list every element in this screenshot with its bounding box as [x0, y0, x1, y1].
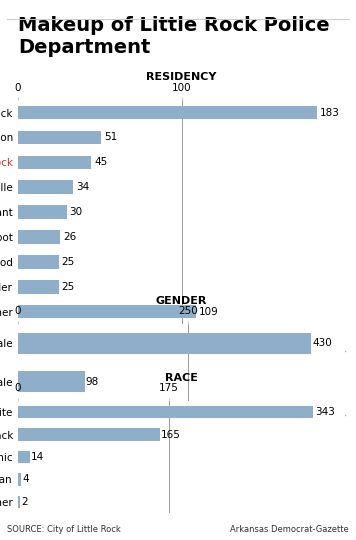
Bar	[18, 305, 196, 319]
Text: Total: 528: Total: 528	[151, 342, 213, 352]
Title: GENDER: GENDER	[156, 296, 207, 306]
Text: 34: 34	[76, 182, 89, 192]
Text: Arkansas Democrat-Gazette: Arkansas Democrat-Gazette	[230, 524, 349, 534]
Text: 165: 165	[161, 430, 181, 440]
Text: 109: 109	[199, 307, 219, 316]
Text: 430: 430	[312, 339, 332, 348]
Text: Makeup of Little Rock Police
Department: Makeup of Little Rock Police Department	[18, 16, 329, 57]
Text: 343: 343	[315, 407, 335, 417]
Text: 45: 45	[94, 157, 107, 167]
Bar	[18, 205, 67, 219]
Bar	[18, 156, 91, 169]
Text: 98: 98	[86, 377, 99, 387]
Bar	[18, 406, 313, 418]
Text: 4: 4	[22, 475, 29, 484]
Text: 25: 25	[61, 282, 74, 292]
Bar	[18, 371, 85, 393]
Title: RESIDENCY: RESIDENCY	[146, 72, 217, 82]
Bar	[18, 106, 318, 119]
Bar	[18, 451, 30, 463]
Bar	[18, 255, 59, 269]
Text: 14: 14	[31, 452, 44, 462]
Text: 183: 183	[320, 107, 340, 118]
Bar	[18, 428, 160, 441]
Bar	[18, 280, 59, 294]
Text: 30: 30	[69, 207, 83, 217]
Bar	[18, 131, 101, 144]
Bar	[18, 230, 61, 244]
Text: 51: 51	[104, 132, 117, 143]
Text: 2: 2	[21, 497, 27, 507]
Text: 25: 25	[61, 257, 74, 267]
Bar	[18, 333, 311, 354]
Bar	[18, 180, 73, 194]
Bar	[18, 496, 20, 508]
Title: RACE: RACE	[165, 373, 198, 383]
Text: SOURCE: City of Little Rock: SOURCE: City of Little Rock	[7, 524, 121, 534]
Bar	[18, 473, 21, 485]
Text: 26: 26	[63, 232, 76, 242]
